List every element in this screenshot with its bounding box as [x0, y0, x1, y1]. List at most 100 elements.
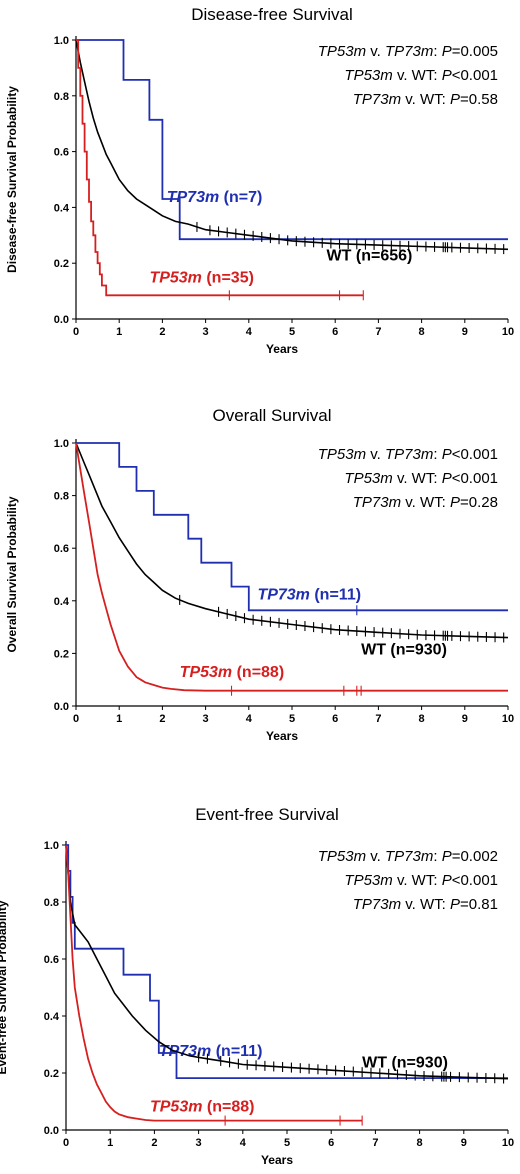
x-tick-label: 9 — [462, 713, 468, 725]
series-label-count: WT (n=930) — [362, 1054, 448, 1071]
series-label-wt: WT (n=656) — [327, 247, 413, 264]
stats-group-a: TP53m — [318, 43, 366, 60]
stats-group-a: TP53m — [344, 470, 392, 487]
stats-line: TP53m v. WT: P<0.001 — [344, 470, 498, 487]
series-label-count: WT (n=930) — [361, 642, 447, 659]
series-label-name: TP53m — [149, 270, 201, 287]
stats-line: TP53m v. TP73m: P=0.002 — [318, 848, 498, 865]
stats-p-label: P — [442, 67, 452, 84]
x-tick-label: 1 — [116, 713, 122, 725]
x-tick-label: 4 — [246, 326, 253, 338]
x-tick-label: 6 — [332, 326, 338, 338]
stats-p-value: <0.001 — [452, 872, 498, 889]
y-tick-label: 1.0 — [54, 35, 69, 47]
x-tick-label: 10 — [502, 713, 514, 725]
stats-p-label: P — [450, 91, 460, 108]
stats-line: TP53m v. WT: P<0.001 — [344, 872, 498, 889]
stats-p-value: =0.58 — [460, 91, 498, 108]
stats-group-a: TP53m — [344, 872, 392, 889]
stats-colon: : — [442, 494, 450, 511]
series-line-wt — [75, 442, 509, 639]
stats-group-b: WT — [420, 896, 443, 913]
stats-group-a: TP53m — [318, 446, 366, 463]
y-tick-label: 0.0 — [54, 701, 69, 713]
y-tick-label: 0.2 — [44, 1068, 59, 1080]
stats-p-label: P — [450, 494, 460, 511]
x-axis-label: Years — [266, 729, 298, 743]
stats-group-b: WT — [412, 470, 435, 487]
x-tick-label: 9 — [461, 1137, 467, 1149]
stats-p-value: <0.001 — [452, 470, 498, 487]
x-tick-label: 2 — [159, 713, 165, 725]
stats-p-value: =0.005 — [452, 43, 498, 60]
series-label-tp53m: TP53m (n=88) — [180, 664, 284, 681]
x-tick-label: 8 — [417, 1137, 423, 1149]
series-line-tp53m — [76, 39, 364, 297]
y-axis-label: Event-free Survival Probability — [0, 900, 9, 1074]
series-label-wt: WT (n=930) — [362, 1054, 448, 1071]
y-tick-label: 0.6 — [54, 147, 69, 159]
x-tick-label: 2 — [151, 1137, 157, 1149]
series-label-tp73m: TP73m (n=11) — [257, 586, 361, 603]
x-tick-label: 5 — [289, 326, 295, 338]
stats-p-value: =0.81 — [460, 896, 498, 913]
y-tick-label: 0.4 — [54, 202, 70, 214]
stats-colon: : — [433, 43, 441, 60]
y-tick-label: 0.4 — [44, 1011, 60, 1023]
x-tick-label: 10 — [502, 326, 514, 338]
x-tick-label: 8 — [419, 713, 425, 725]
stats-group-a: TP73m — [353, 91, 401, 108]
stats-group-b: TP73m — [385, 43, 433, 60]
series-label-tp53m: TP53m (n=88) — [150, 1098, 254, 1115]
series-label-name: TP73m — [167, 189, 219, 206]
x-tick-label: 2 — [159, 326, 165, 338]
stats-group-a: TP73m — [353, 896, 401, 913]
series-label-tp53m: TP53m (n=35) — [149, 270, 253, 287]
chart-panel-2: Overall Survival 0 1 2 3 4 5 6 7 8 9 10 0.0 0.2 0.4 0.6… — [5, 406, 514, 743]
stats-p-label: P — [442, 872, 452, 889]
y-tick-label: 0.6 — [44, 954, 59, 966]
stats-sep: v. — [366, 848, 385, 865]
chart-title: Overall Survival — [212, 406, 331, 425]
y-tick-label: 1.0 — [54, 438, 69, 450]
stats-group-b: WT — [412, 67, 435, 84]
y-axis-label: Overall Survival Probability — [5, 496, 19, 652]
stats-p-label: P — [442, 848, 452, 865]
x-tick-label: 10 — [502, 1137, 514, 1149]
stats-group-a: TP53m — [318, 848, 366, 865]
stats-colon: : — [442, 91, 450, 108]
stats-p-label: P — [442, 446, 452, 463]
stats-line: TP53m v. TP73m: P=0.005 — [318, 43, 498, 60]
x-tick-label: 1 — [107, 1137, 113, 1149]
x-axis-label: Years — [261, 1153, 293, 1167]
stats-sep: v. — [393, 67, 412, 84]
stats-sep: v. — [393, 470, 412, 487]
series-label-count: WT (n=656) — [327, 247, 413, 264]
stats-group-b: WT — [420, 91, 443, 108]
x-tick-label: 0 — [73, 713, 79, 725]
y-tick-label: 0.2 — [54, 648, 69, 660]
stats-line: TP53m v. TP73m: P<0.001 — [318, 446, 498, 463]
series-line-tp53m — [65, 844, 363, 1122]
stats-sep: v. — [393, 872, 412, 889]
chart-panel-3: Event-free Survival 0 1 2 3 4 5 6 7 8 9 10 0.0 0.2 0.4… — [0, 805, 514, 1167]
stats-p-value: <0.001 — [452, 67, 498, 84]
x-tick-label: 7 — [375, 713, 381, 725]
series-line-tp53m — [75, 442, 508, 692]
stats-line: TP73m v. WT: P=0.58 — [353, 91, 498, 108]
y-tick-label: 0.8 — [44, 897, 59, 909]
x-tick-label: 3 — [203, 326, 209, 338]
stats-colon: : — [433, 67, 441, 84]
y-tick-label: 0.6 — [54, 543, 69, 555]
x-tick-label: 0 — [63, 1137, 69, 1149]
x-tick-label: 4 — [240, 1137, 247, 1149]
series-label-wt: WT (n=930) — [361, 642, 447, 659]
y-tick-label: 0.8 — [54, 491, 69, 503]
stats-p-label: P — [442, 43, 452, 60]
stats-line: TP53m v. WT: P<0.001 — [344, 67, 498, 84]
series-line-tp73m — [66, 844, 508, 1079]
stats-group-b: WT — [412, 872, 435, 889]
chart-title: Disease-free Survival — [191, 5, 353, 24]
